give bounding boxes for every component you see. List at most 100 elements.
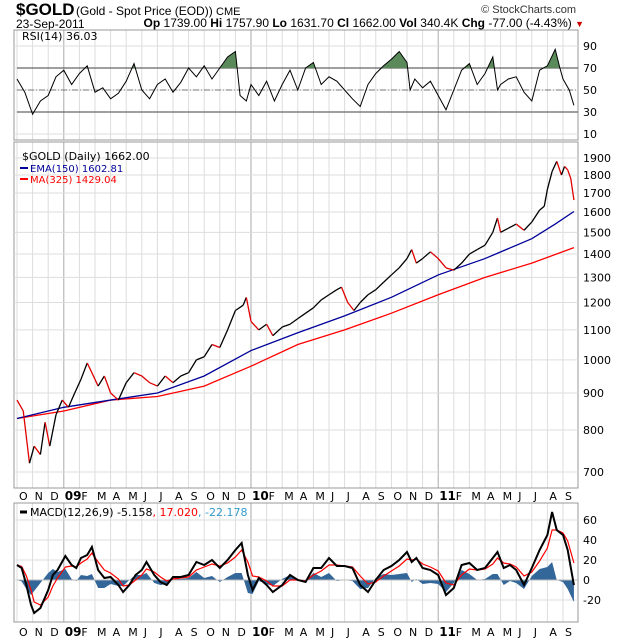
x-tick-label: F <box>81 626 87 639</box>
price-segment <box>484 232 494 246</box>
price-segment <box>367 289 377 296</box>
rsi-legend: RSI(14) 36.03 <box>22 30 97 43</box>
macd-title: MACD(12,26,9) <box>30 506 114 519</box>
x-tick-label: O <box>19 626 28 639</box>
x-tick-label: A <box>113 626 121 639</box>
price-segment <box>320 294 330 301</box>
price-segment <box>500 227 509 233</box>
x-tick-label: M <box>284 490 294 503</box>
x-tick-label: 09 <box>65 489 82 503</box>
price-segment <box>196 356 205 361</box>
low-label: Lo <box>272 16 288 30</box>
ma-legend: MA(325) 1429.04 <box>30 175 117 186</box>
x-tick-label: J <box>158 626 162 639</box>
x-tick-label: O <box>19 490 28 503</box>
x-tick-label: N <box>222 490 230 503</box>
price-segment <box>398 258 408 269</box>
price-segment <box>429 251 439 260</box>
x-tick-label: 11 <box>439 489 456 503</box>
price-segment <box>415 258 423 264</box>
price-segment <box>156 375 166 387</box>
x-tick-label: A <box>549 626 557 639</box>
x-tick-label: D <box>425 626 433 639</box>
price-segment <box>266 323 274 336</box>
x-tick-label: A <box>300 490 308 503</box>
price-segment <box>336 286 342 291</box>
x-tick-label: J <box>158 490 162 503</box>
x-tick-label: M <box>315 626 325 639</box>
price-segment <box>80 362 88 380</box>
x-tick-label: D <box>425 490 433 503</box>
price-segment <box>141 375 151 384</box>
price-segment <box>546 171 553 190</box>
y-tick-label: 1100 <box>583 324 611 337</box>
x-tick-label: M <box>471 626 481 639</box>
price-segment <box>406 249 413 259</box>
price-segment <box>39 422 46 455</box>
price-segment <box>551 161 558 172</box>
price-segment <box>28 446 35 464</box>
x-tick-label: A <box>362 626 370 639</box>
x-tick-label: M <box>471 490 481 503</box>
macd-legend: MACD(12,26,9) -5.158, 17.020, -22.178 <box>30 506 247 519</box>
price-segment <box>180 372 189 377</box>
histogram-value: , -22.178 <box>198 506 247 519</box>
price-segment <box>531 209 541 223</box>
price-segment <box>61 399 69 408</box>
x-tick-label: O <box>393 626 402 639</box>
x-tick-label: D <box>50 626 58 639</box>
price-segment <box>125 372 135 384</box>
price-segment <box>496 217 502 233</box>
price-segment <box>149 382 158 387</box>
copyright: © StockCharts.com <box>481 4 576 16</box>
x-tick-label: 11 <box>439 625 456 639</box>
ema150-line <box>16 210 575 420</box>
symbol-description: (Gold - Spot Price (EOD)) CME <box>76 4 241 18</box>
price-segment <box>461 253 470 264</box>
x-tick-label: M <box>128 626 138 639</box>
price-segment <box>44 422 51 447</box>
quote-summary: Op 1739.00 Hi 1757.90 Lo 1631.70 Cl 1662… <box>144 16 584 30</box>
x-tick-label: F <box>269 490 275 503</box>
price-segment <box>347 302 355 311</box>
change-value: -77.00 (-4.43%) <box>488 16 572 30</box>
high-value: 1757.90 <box>225 16 269 30</box>
x-tick-label: N <box>35 626 43 639</box>
price-segment <box>312 299 322 309</box>
x-tick-label: J <box>346 490 350 503</box>
x-tick-label: J <box>517 490 521 503</box>
y-tick-label: 700 <box>583 466 604 479</box>
y-tick-label: 1200 <box>583 297 611 310</box>
x-tick-label: S <box>565 626 572 639</box>
price-segment <box>289 318 299 325</box>
x-tick-label: M <box>315 490 325 503</box>
price-segment <box>564 165 569 171</box>
x-tick-label: 09 <box>65 625 82 639</box>
exchange: CME <box>216 6 241 18</box>
x-tick-label: A <box>300 626 308 639</box>
x-tick-label: S <box>378 626 385 639</box>
x-tick-label: A <box>175 626 183 639</box>
price-segment <box>523 221 533 231</box>
rsi-panel-frame <box>13 29 579 141</box>
x-tick-label: N <box>409 490 417 503</box>
description: (Gold - Spot Price (EOD)) <box>76 4 213 18</box>
price-segment <box>103 375 112 394</box>
price-segment <box>567 169 572 179</box>
price-segment <box>340 286 349 303</box>
price-segment <box>74 379 82 394</box>
x-tick-label: J <box>517 626 521 639</box>
price-segment <box>245 297 252 322</box>
price-segment <box>172 375 182 384</box>
x-tick-label: A <box>113 490 121 503</box>
macd-histogram <box>17 562 574 603</box>
y-tick-label: 70 <box>583 62 597 75</box>
x-tick-label: J <box>346 626 350 639</box>
price-segment <box>97 375 105 387</box>
x-tick-label: A <box>487 490 495 503</box>
x-tick-label: S <box>191 490 198 503</box>
price-segment <box>242 297 247 306</box>
close-label: Cl <box>337 16 350 30</box>
price-segment <box>188 359 197 374</box>
